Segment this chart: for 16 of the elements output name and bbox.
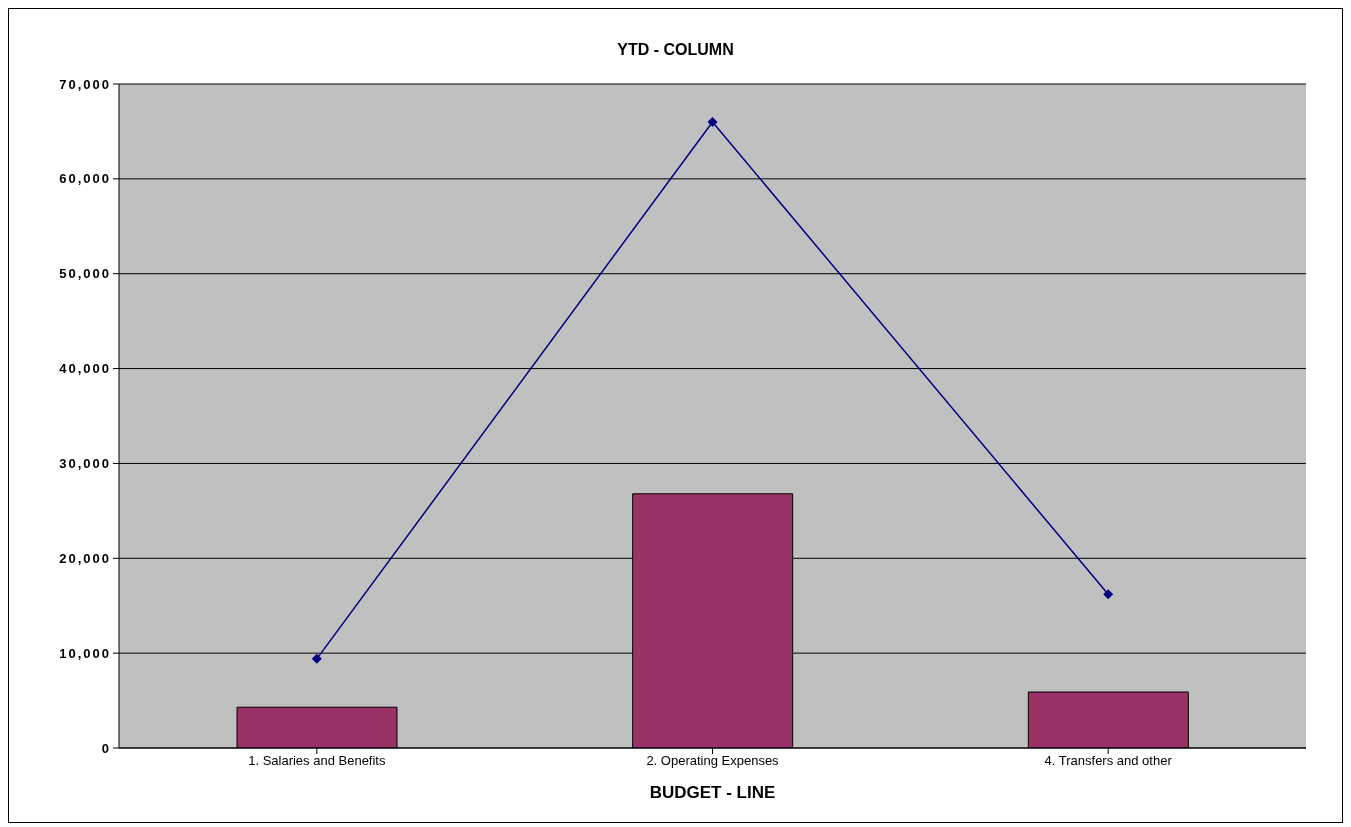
y-tick-label: 40,000 <box>59 361 111 377</box>
x-tick-label: 1. Salaries and Benefits <box>248 753 386 769</box>
point <box>311 653 322 664</box>
y-tick-label: 70,000 <box>59 76 111 92</box>
x-axis-title: BUDGET - LINE <box>649 783 776 802</box>
y-tick-label: 30,000 <box>59 456 111 472</box>
chart-title: YTD - COLUMN <box>616 41 735 59</box>
y-tick-label: 0 <box>101 740 111 756</box>
y-tick-label: 60,000 <box>59 171 111 187</box>
x-tick-label: 2. Operating Expenses <box>646 753 780 769</box>
y-tick-label: 50,000 <box>59 266 111 282</box>
y-tick-label: 10,000 <box>59 645 111 661</box>
point <box>1103 589 1114 600</box>
y-tick-label: 20,000 <box>59 550 111 566</box>
x-tick-label: 4. Transfers and other <box>1044 753 1173 769</box>
point <box>707 116 718 127</box>
